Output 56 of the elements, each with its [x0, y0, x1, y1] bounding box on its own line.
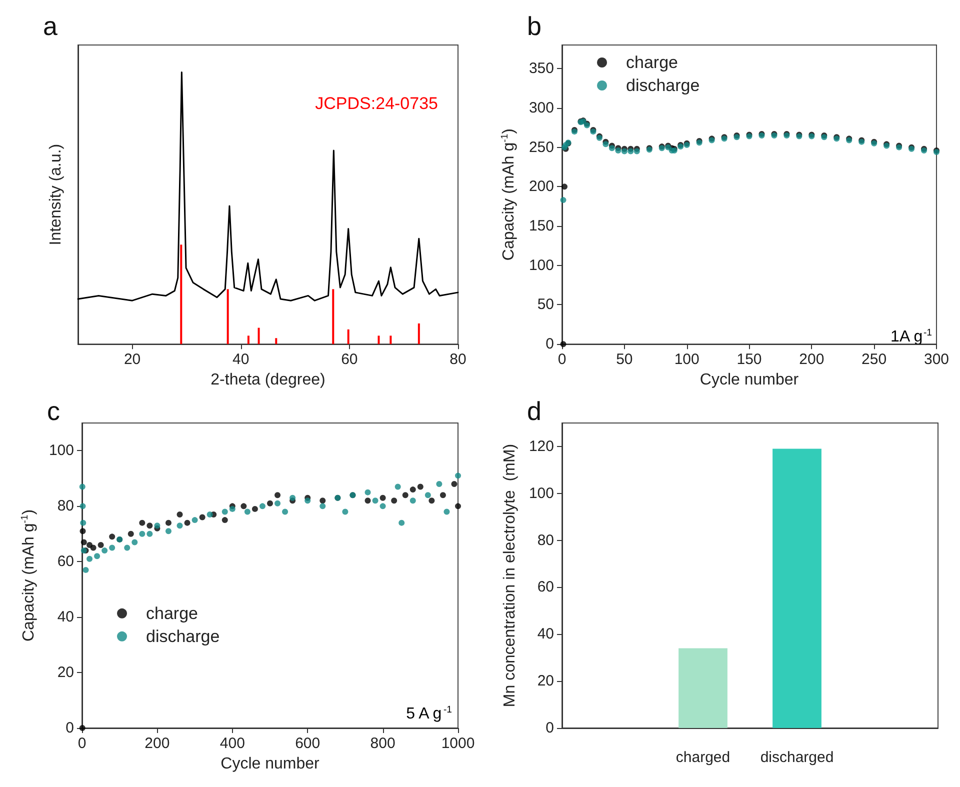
y-axis-title: Intensity (a.u.)	[48, 144, 64, 246]
y-tick-label: 100	[528, 484, 554, 502]
y-tick-label: 80	[57, 498, 74, 515]
y-tick-label: 300	[528, 99, 554, 116]
chart-title: d	[527, 396, 542, 426]
x-tick-label: 250	[862, 351, 887, 368]
x-tick-label: 200	[799, 351, 824, 368]
y-tick-label: 60	[537, 578, 554, 596]
chart-title: a	[43, 11, 58, 41]
x-tick-label: 300	[924, 351, 949, 368]
x-tick-label: 200	[144, 735, 170, 752]
x-tick-label: 60	[341, 351, 358, 368]
x-tick-label: 400	[220, 735, 245, 752]
y-tick-label: 80	[537, 532, 554, 549]
y-tick-label: 100	[48, 442, 74, 460]
y-tick-label: 0	[546, 336, 554, 353]
x-tick-label: 0	[78, 735, 86, 752]
y-tick-label: 150	[528, 218, 554, 235]
y-tick-label: 40	[57, 608, 74, 626]
x-tick-label: charged	[676, 749, 730, 766]
x-axis-title: Cycle number	[700, 372, 800, 388]
x-tick-label: 150	[736, 351, 762, 368]
x-tick-label: 100	[674, 351, 700, 368]
y-tick-label: 40	[537, 626, 554, 643]
legend-label: charge	[146, 604, 198, 623]
y-tick-label: 60	[57, 553, 74, 570]
legend-label: discharge	[626, 76, 700, 95]
x-tick-label: 600	[295, 735, 320, 752]
legend-label: discharge	[146, 626, 220, 646]
y-tick-label: 200	[528, 178, 554, 196]
y-tick-label: 0	[546, 720, 554, 736]
x-tick-label: 80	[450, 351, 466, 368]
x-tick-label: 0	[558, 351, 566, 368]
y-tick-label: 100	[528, 256, 554, 274]
y-axis-title: Capacity (mAh g-1)	[500, 128, 518, 261]
x-axis-title: 2-theta (degree)	[210, 372, 326, 388]
y-tick-label: 120	[528, 438, 554, 455]
x-tick-label: 20	[124, 351, 141, 368]
x-tick-label: 50	[616, 351, 633, 368]
y-tick-label: 50	[537, 296, 554, 314]
x-tick-label: 1000	[441, 735, 475, 752]
x-tick-label: discharged	[760, 749, 834, 766]
text: JCPDS:24-0735	[315, 94, 438, 113]
y-axis-title: Mn concentration in electrolyte (mM)	[502, 444, 518, 708]
y-tick-label: 0	[66, 720, 74, 736]
y-tick-label: 20	[57, 664, 74, 682]
x-tick-label: 40	[232, 351, 250, 368]
legend-label: charge	[626, 53, 678, 72]
x-tick-label: 800	[370, 735, 396, 752]
chart-title: b	[527, 11, 542, 41]
y-tick-label: 350	[528, 60, 554, 78]
x-axis-title: Cycle number	[220, 755, 320, 772]
chart-title: c	[47, 396, 60, 426]
y-tick-label: 250	[528, 138, 554, 156]
y-tick-label: 20	[537, 672, 554, 690]
y-axis-title: Capacity (mAh g-1)	[20, 509, 38, 642]
